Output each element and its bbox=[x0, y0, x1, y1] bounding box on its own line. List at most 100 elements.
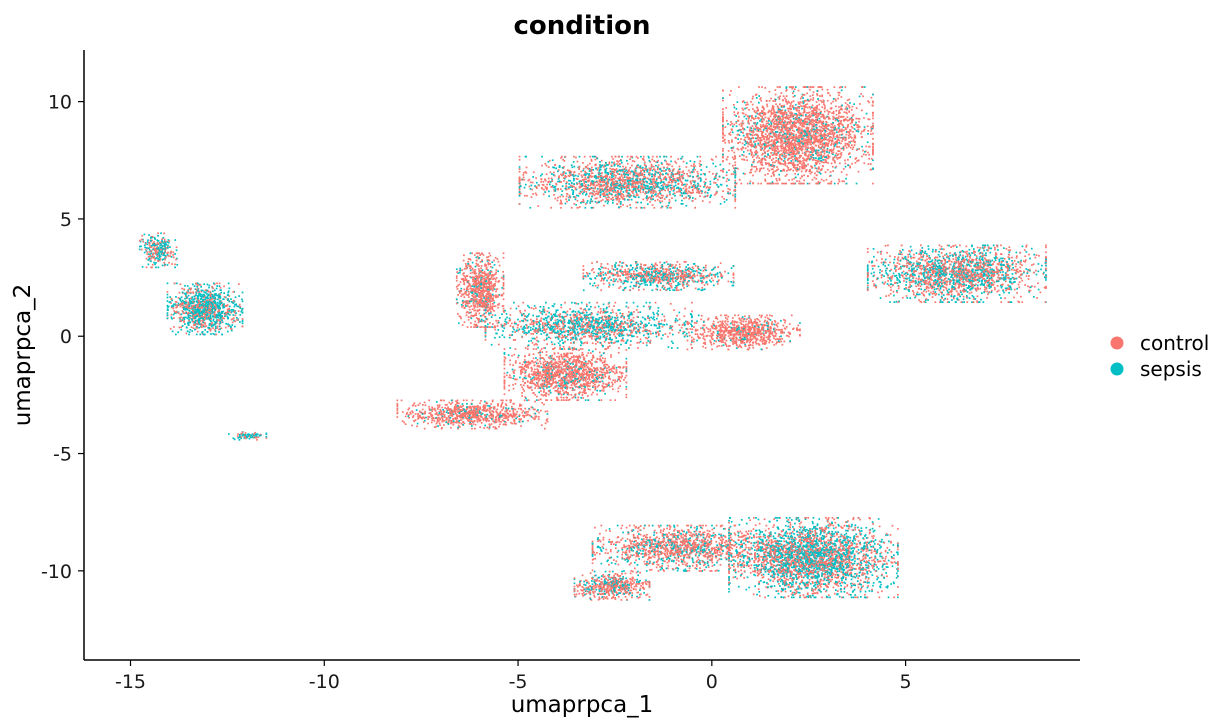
point-control bbox=[977, 281, 980, 284]
point-control bbox=[799, 101, 802, 103]
point-control bbox=[761, 159, 763, 161]
point-sepsis bbox=[834, 138, 837, 140]
point-control bbox=[807, 130, 810, 133]
point-control bbox=[601, 187, 604, 190]
point-control bbox=[839, 130, 842, 133]
point-control bbox=[789, 150, 792, 153]
point-sepsis bbox=[665, 172, 668, 174]
point-control bbox=[797, 117, 799, 120]
point-sepsis bbox=[569, 186, 571, 188]
point-control bbox=[699, 160, 702, 163]
point-sepsis bbox=[813, 128, 816, 131]
point-sepsis bbox=[717, 185, 720, 188]
point-control bbox=[790, 103, 792, 105]
point-control bbox=[631, 164, 633, 167]
point-control bbox=[764, 178, 766, 181]
point-control bbox=[823, 135, 825, 137]
point-sepsis bbox=[898, 274, 901, 277]
point-control bbox=[1031, 264, 1033, 266]
point-control bbox=[787, 167, 790, 169]
point-control bbox=[954, 287, 957, 290]
point-sepsis bbox=[968, 248, 971, 251]
point-sepsis bbox=[734, 193, 737, 196]
point-control bbox=[759, 112, 762, 114]
point-sepsis bbox=[956, 246, 958, 248]
point-control bbox=[523, 178, 525, 181]
point-sepsis bbox=[588, 173, 590, 175]
point-control bbox=[772, 133, 775, 136]
point-control bbox=[788, 116, 791, 119]
point-control bbox=[560, 181, 563, 183]
point-control bbox=[637, 181, 640, 184]
point-control bbox=[998, 262, 1001, 264]
point-sepsis bbox=[681, 174, 683, 176]
point-sepsis bbox=[611, 176, 613, 179]
point-control bbox=[826, 135, 829, 137]
point-control bbox=[957, 260, 960, 263]
point-control bbox=[768, 155, 771, 157]
point-control bbox=[769, 128, 771, 130]
point-control bbox=[828, 111, 831, 113]
point-control bbox=[789, 112, 792, 114]
point-control bbox=[805, 99, 808, 102]
point-control bbox=[652, 165, 655, 168]
point-control bbox=[583, 174, 585, 176]
point-control bbox=[562, 158, 564, 161]
point-sepsis bbox=[917, 293, 919, 296]
point-control bbox=[734, 136, 737, 139]
point-control bbox=[777, 111, 780, 114]
point-control bbox=[565, 188, 567, 191]
point-sepsis bbox=[889, 283, 892, 286]
point-sepsis bbox=[574, 198, 577, 201]
point-control bbox=[749, 171, 751, 174]
chart-title: condition bbox=[513, 11, 650, 41]
point-control bbox=[644, 177, 647, 180]
point-sepsis bbox=[603, 195, 605, 198]
point-control bbox=[722, 120, 724, 122]
point-control bbox=[770, 128, 772, 130]
point-sepsis bbox=[579, 190, 582, 193]
point-control bbox=[809, 121, 812, 124]
point-sepsis bbox=[938, 293, 940, 296]
point-sepsis bbox=[571, 188, 573, 191]
point-control bbox=[857, 159, 860, 162]
point-control bbox=[764, 113, 766, 116]
point-control bbox=[655, 195, 658, 198]
point-control bbox=[800, 146, 803, 149]
point-sepsis bbox=[732, 125, 734, 128]
point-control bbox=[683, 172, 685, 175]
point-sepsis bbox=[963, 271, 965, 273]
point-control bbox=[799, 182, 802, 185]
point-control bbox=[598, 180, 601, 183]
point-control bbox=[797, 89, 800, 92]
point-control bbox=[628, 178, 630, 181]
point-control bbox=[798, 103, 801, 105]
point-sepsis bbox=[596, 187, 599, 190]
point-control bbox=[808, 138, 811, 141]
point-control bbox=[753, 154, 755, 157]
point-control bbox=[760, 149, 762, 151]
point-sepsis bbox=[657, 166, 659, 168]
point-control bbox=[821, 168, 823, 170]
point-control bbox=[651, 165, 653, 167]
point-control bbox=[642, 173, 644, 176]
point-sepsis bbox=[915, 281, 918, 284]
point-control bbox=[809, 169, 811, 171]
point-control bbox=[644, 167, 646, 170]
point-control bbox=[817, 155, 819, 157]
point-sepsis bbox=[977, 284, 979, 287]
point-control bbox=[805, 138, 807, 141]
point-control bbox=[591, 183, 593, 186]
point-control bbox=[972, 260, 974, 262]
point-control bbox=[846, 116, 849, 118]
point-sepsis bbox=[818, 157, 821, 159]
point-control bbox=[1034, 285, 1036, 288]
point-sepsis bbox=[665, 155, 668, 158]
point-control bbox=[812, 131, 815, 133]
point-control bbox=[841, 140, 843, 142]
point-control bbox=[634, 171, 636, 174]
point-sepsis bbox=[626, 198, 629, 201]
point-control bbox=[764, 174, 767, 176]
point-control bbox=[691, 191, 694, 194]
point-control bbox=[591, 166, 593, 169]
